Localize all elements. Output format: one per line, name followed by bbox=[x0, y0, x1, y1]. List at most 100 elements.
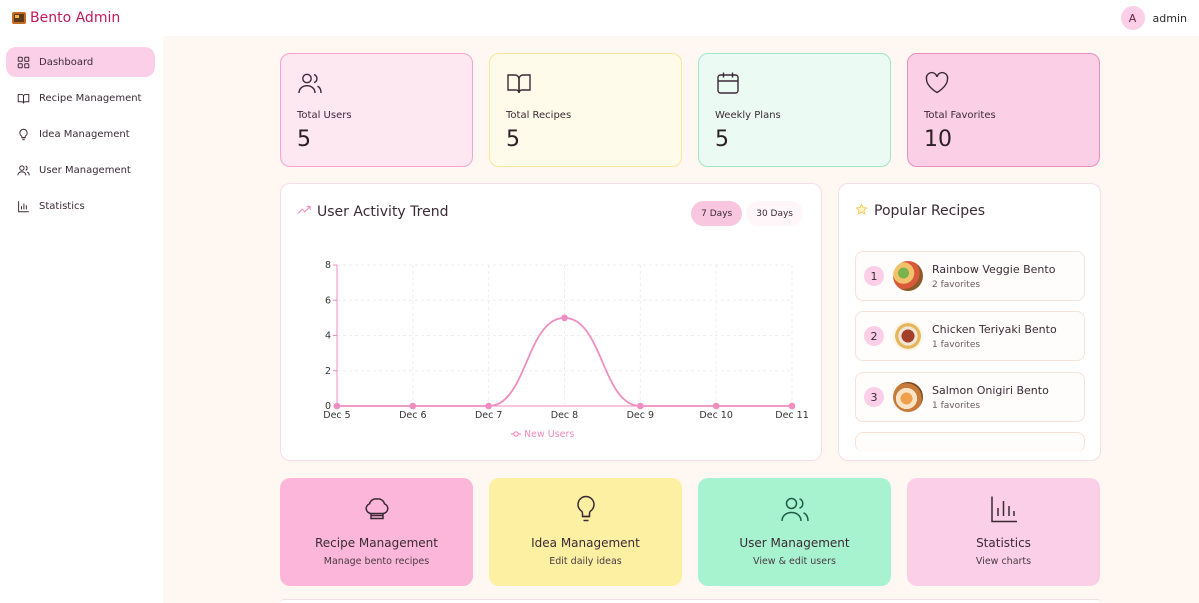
quick-action-title: Recipe Management bbox=[315, 536, 438, 550]
recipe-favorites: 1 favorites bbox=[932, 339, 981, 350]
sidebar-item-statistics[interactable]: Statistics bbox=[6, 191, 155, 221]
stat-value: 5 bbox=[506, 127, 520, 152]
quick-action-title: Statistics bbox=[976, 536, 1031, 550]
rank-badge: 3 bbox=[864, 387, 884, 407]
sidebar-item-dashboard[interactable]: Dashboard bbox=[6, 47, 155, 77]
calendar-icon bbox=[715, 70, 874, 100]
stat-card-total-recipes: Total Recipes 5 bbox=[489, 53, 682, 167]
recipe-favorites: 1 favorites bbox=[932, 400, 981, 411]
grid-icon bbox=[17, 56, 30, 69]
activity-line-chart: 0 2 4 6 8 Dec 5 Dec 6 Dec 7 Dec 8 Dec 9 Dec 10 Dec … bbox=[323, 260, 809, 440]
sidebar-item-label: Dashboard bbox=[39, 56, 94, 68]
recipe-name: Rainbow Veggie Bento bbox=[932, 262, 1056, 276]
y-tick-label: 4 bbox=[325, 331, 331, 342]
range-toggle: 7 Days 30 Days bbox=[691, 201, 803, 226]
chart-title: User Activity Trend bbox=[317, 203, 449, 220]
recipe-name: Chicken Teriyaki Bento bbox=[932, 322, 1057, 336]
users-icon bbox=[698, 494, 891, 524]
book-icon bbox=[506, 70, 665, 100]
recipe-favorites: 2 favorites bbox=[932, 279, 981, 290]
sidebar-item-user-management[interactable]: User Management bbox=[6, 155, 155, 185]
sidebar-item-recipe-management[interactable]: Recipe Management bbox=[6, 83, 155, 113]
sidebar-item-label: Idea Management bbox=[39, 128, 130, 140]
quick-action-statistics[interactable]: Statistics View charts bbox=[907, 478, 1100, 586]
avatar[interactable]: A bbox=[1120, 6, 1145, 30]
popular-recipe-item[interactable]: 2 Chicken Teriyaki Bento 1 favorites bbox=[855, 311, 1085, 361]
recipe-thumbnail bbox=[893, 261, 923, 291]
data-point[interactable] bbox=[637, 402, 644, 410]
stat-value: 10 bbox=[924, 127, 952, 152]
data-point[interactable] bbox=[333, 402, 341, 410]
star-icon bbox=[855, 201, 868, 220]
data-point[interactable] bbox=[712, 402, 720, 410]
x-tick-label: Dec 7 bbox=[475, 410, 502, 421]
x-tick-label: Dec 5 bbox=[323, 410, 350, 421]
users-icon bbox=[17, 164, 30, 177]
data-point[interactable] bbox=[788, 402, 796, 410]
data-point[interactable] bbox=[485, 402, 492, 410]
sidebar-item-label: User Management bbox=[39, 164, 131, 176]
stat-label: Total Favorites bbox=[924, 110, 996, 121]
user-menu[interactable]: A admin bbox=[1120, 6, 1187, 30]
bar-chart-icon bbox=[907, 494, 1100, 524]
trending-up-icon bbox=[297, 202, 311, 221]
popular-recipe-item-partial[interactable] bbox=[855, 432, 1085, 452]
x-tick-label: Dec 11 bbox=[775, 410, 809, 421]
quick-action-idea-management[interactable]: Idea Management Edit daily ideas bbox=[489, 478, 682, 586]
sidebar-item-idea-management[interactable]: Idea Management bbox=[6, 119, 155, 149]
recipe-thumbnail bbox=[893, 382, 923, 412]
x-tick-label: Dec 8 bbox=[551, 410, 578, 421]
quick-action-subtitle: View charts bbox=[975, 556, 1032, 567]
next-section-edge bbox=[280, 599, 1101, 603]
stat-label: Total Recipes bbox=[506, 110, 572, 121]
users-icon bbox=[297, 70, 456, 100]
range-7-days-button[interactable]: 7 Days bbox=[691, 201, 743, 226]
quick-action-title: Idea Management bbox=[531, 536, 640, 550]
sidebar-item-label: Recipe Management bbox=[39, 92, 142, 104]
quick-action-recipe-management[interactable]: Recipe Management Manage bento recipes bbox=[280, 478, 473, 586]
y-tick-label: 8 bbox=[325, 260, 331, 271]
chef-hat-icon bbox=[280, 494, 473, 524]
x-tick-label: Dec 6 bbox=[399, 410, 426, 421]
quick-action-subtitle: View & edit users bbox=[753, 556, 836, 567]
username[interactable]: admin bbox=[1152, 11, 1187, 25]
stat-label: Weekly Plans bbox=[715, 110, 781, 121]
range-30-days-button[interactable]: 30 Days bbox=[746, 201, 803, 226]
legend-label: New Users bbox=[524, 429, 574, 440]
book-icon bbox=[17, 92, 30, 105]
quick-action-user-management[interactable]: User Management View & edit users bbox=[698, 478, 891, 586]
x-tick-label: Dec 9 bbox=[627, 410, 654, 421]
sidebar: Dashboard Recipe Management Idea Managem… bbox=[0, 36, 163, 603]
y-tick-label: 2 bbox=[325, 366, 331, 377]
x-tick-label: Dec 10 bbox=[699, 410, 733, 421]
popular-title: Popular Recipes bbox=[874, 202, 986, 219]
y-tick-label: 0 bbox=[325, 401, 331, 412]
user-activity-panel: User Activity Trend 7 Days 30 Days 0 2 4 6 8… bbox=[280, 183, 822, 461]
recipe-thumbnail bbox=[893, 321, 923, 351]
lightbulb-icon bbox=[17, 128, 30, 141]
stat-value: 5 bbox=[715, 127, 729, 152]
rank-badge: 1 bbox=[864, 266, 884, 286]
data-point[interactable] bbox=[409, 402, 417, 410]
recipe-name: Salmon Onigiri Bento bbox=[932, 383, 1049, 397]
popular-recipe-item[interactable]: 1 Rainbow Veggie Bento 2 favorites bbox=[855, 251, 1085, 301]
y-tick-label: 6 bbox=[325, 295, 331, 306]
data-point[interactable] bbox=[561, 314, 568, 322]
stat-card-total-users: Total Users 5 bbox=[280, 53, 473, 167]
popular-header: Popular Recipes bbox=[855, 201, 985, 220]
bar-chart-icon bbox=[17, 200, 30, 213]
quick-action-subtitle: Manage bento recipes bbox=[323, 556, 430, 567]
top-bar: Bento Admin A admin bbox=[0, 0, 1199, 36]
stat-card-total-favorites: Total Favorites 10 bbox=[907, 53, 1100, 167]
popular-recipe-item[interactable]: 3 Salmon Onigiri Bento 1 favorites bbox=[855, 372, 1085, 422]
lightbulb-icon bbox=[489, 494, 682, 524]
heart-icon bbox=[924, 70, 1083, 100]
quick-action-subtitle: Edit daily ideas bbox=[549, 556, 622, 567]
quick-action-title: User Management bbox=[739, 536, 850, 550]
stat-label: Total Users bbox=[297, 110, 352, 121]
rank-badge: 2 bbox=[864, 326, 884, 346]
brand-title: Bento Admin bbox=[30, 10, 121, 26]
stat-card-weekly-plans: Weekly Plans 5 bbox=[698, 53, 891, 167]
brand[interactable]: Bento Admin bbox=[12, 10, 120, 26]
sidebar-item-label: Statistics bbox=[39, 200, 85, 212]
